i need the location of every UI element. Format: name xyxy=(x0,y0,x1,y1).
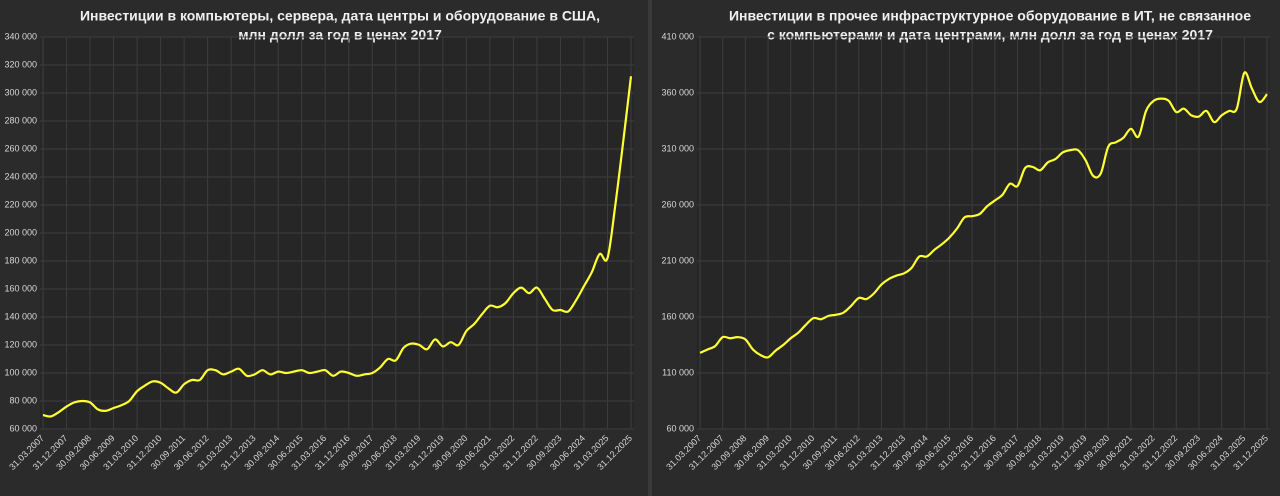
y-tick-label: 120 000 xyxy=(4,339,37,349)
y-tick-label: 260 000 xyxy=(661,199,694,209)
y-tick-label: 310 000 xyxy=(661,143,694,153)
y-tick-label: 360 000 xyxy=(661,87,694,97)
y-tick-label: 60 000 xyxy=(9,423,37,433)
y-tick-label: 160 000 xyxy=(661,311,694,321)
y-tick-label: 220 000 xyxy=(4,199,37,209)
y-tick-label: 300 000 xyxy=(4,87,37,97)
y-tick-label: 180 000 xyxy=(4,255,37,265)
y-tick-label: 320 000 xyxy=(4,59,37,69)
y-tick-label: 160 000 xyxy=(4,283,37,293)
y-tick-label: 240 000 xyxy=(4,171,37,181)
y-tick-label: 340 000 xyxy=(4,31,37,41)
chart-title: Инвестиции в компьютеры, сервера, дата ц… xyxy=(80,8,600,24)
divider xyxy=(648,0,652,496)
y-tick-label: 140 000 xyxy=(4,311,37,321)
y-tick-label: 110 000 xyxy=(662,367,694,377)
y-tick-label: 280 000 xyxy=(4,115,37,125)
y-tick-label: 80 000 xyxy=(9,395,37,405)
chart-title: с компьютерами и дата центрами, млн долл… xyxy=(767,27,1213,43)
y-tick-label: 260 000 xyxy=(4,143,37,153)
y-tick-label: 100 000 xyxy=(4,367,37,377)
plot-area xyxy=(697,37,1270,429)
y-tick-label: 60 000 xyxy=(666,423,694,433)
y-tick-label: 210 000 xyxy=(661,255,694,265)
y-tick-label: 410 000 xyxy=(661,31,694,41)
y-tick-label: 200 000 xyxy=(4,227,37,237)
chart-title: млн долл за год в ценах 2017 xyxy=(238,27,442,43)
chart-title: Инвестиции в прочее инфраструктурное обо… xyxy=(729,8,1251,24)
line-series xyxy=(699,71,1268,359)
line-series xyxy=(42,76,633,418)
